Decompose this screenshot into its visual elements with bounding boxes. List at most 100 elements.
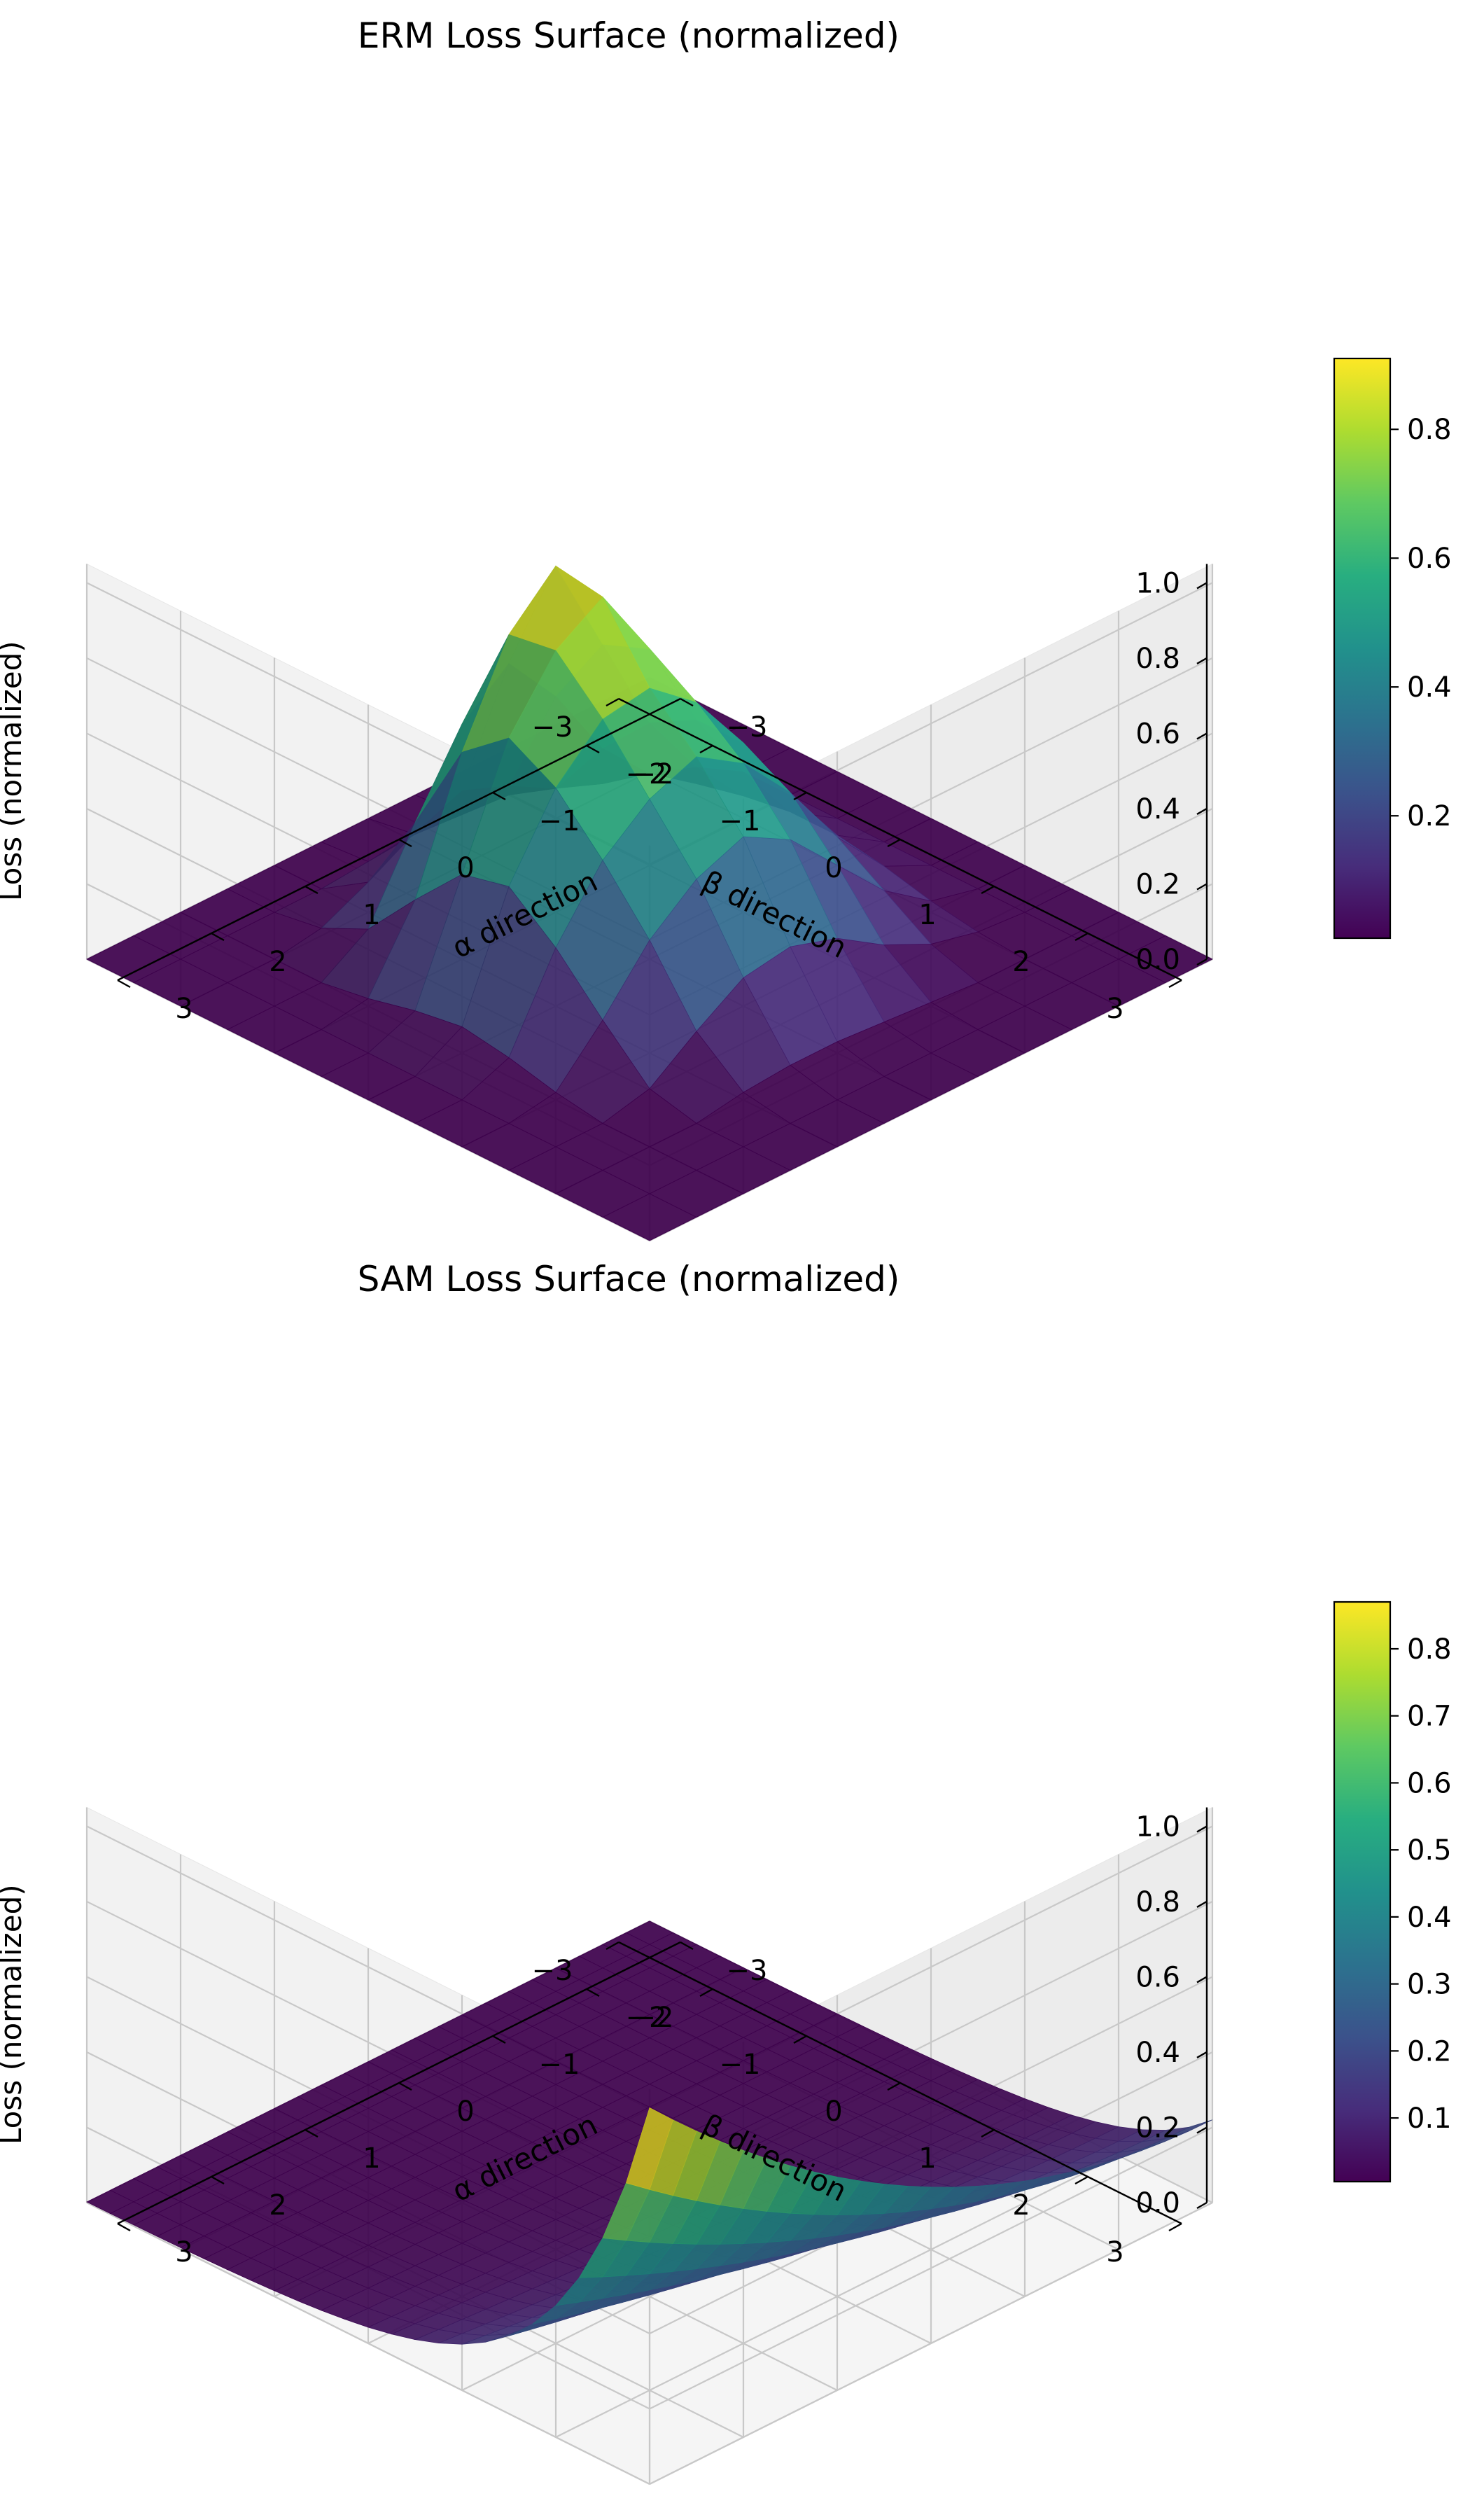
colorbar-tick-label: 0.6 <box>1407 1767 1452 1799</box>
beta-tick-mark <box>981 885 995 895</box>
alpha-tick-mark <box>398 2082 412 2091</box>
sam-surface-plot: 0.00.20.40.60.81.03210−1−2−33210−1−2−3β … <box>0 1601 1452 2485</box>
z-tick-mark <box>1196 2126 1208 2134</box>
colorbar <box>1333 1601 1392 2183</box>
alpha-tick-label: −1 <box>539 2049 580 2081</box>
beta-tick-label: 0 <box>825 852 842 884</box>
beta-tick-label: 1 <box>918 2142 936 2175</box>
z-tick-mark <box>1196 582 1208 590</box>
beta-tick-mark <box>606 697 620 707</box>
beta-tick-mark <box>606 1941 620 1951</box>
alpha-tick-label: −2 <box>633 758 674 790</box>
z-tick-mark <box>1196 883 1208 891</box>
alpha-tick-label: 2 <box>269 946 286 978</box>
chart-title: SAM Loss Surface (normalized) <box>358 1259 900 1299</box>
alpha-tick-label: 1 <box>363 2142 380 2175</box>
grid-line <box>649 2202 1213 2485</box>
beta-tick-label: −2 <box>626 2002 667 2034</box>
alpha-tick-mark <box>304 2128 318 2138</box>
z-tick-label: 0.4 <box>1135 2037 1180 2069</box>
beta-tick-mark <box>1074 932 1088 942</box>
beta-tick-mark <box>1168 979 1182 989</box>
beta-tick-label: 0 <box>825 2096 842 2128</box>
z-tick-mark <box>1196 1976 1208 1983</box>
beta-tick-mark <box>1074 2175 1088 2185</box>
alpha-tick-mark <box>211 932 225 942</box>
alpha-tick-mark <box>117 979 131 989</box>
alpha-tick-label: 3 <box>175 993 192 1025</box>
z-tick-mark <box>1196 958 1208 966</box>
alpha-tick-mark <box>211 2175 225 2185</box>
z-tick-label: 0.6 <box>1135 718 1180 750</box>
beta-tick-label: 3 <box>1106 2236 1124 2268</box>
colorbar <box>1333 357 1392 940</box>
erm-loss-surface-panel: ERM Loss Surface (normalized) 0.0 0.2 0.4 0… <box>0 15 1452 1241</box>
beta-tick-label: −1 <box>720 805 761 837</box>
beta-tick-label: −3 <box>532 1955 573 1987</box>
z-tick-label: 0.0 <box>1135 2187 1180 2219</box>
beta-tick-label: −3 <box>532 711 573 744</box>
alpha-tick-mark <box>586 1988 600 1997</box>
colorbar-tick-label: 0.7 <box>1407 1701 1452 1733</box>
beta-tick-label: 3 <box>1106 993 1124 1025</box>
beta-tick-mark <box>793 791 807 801</box>
z-tick-mark <box>1196 1825 1208 1833</box>
colorbar-tick-label: 0.2 <box>1407 2035 1452 2068</box>
grid-line <box>649 2126 1213 2410</box>
z-tick-label: 0.0 <box>1135 944 1180 976</box>
beta-tick-mark <box>699 1988 713 1997</box>
alpha-tick-mark <box>680 697 694 707</box>
colorbar-tick-label: 0.4 <box>1407 671 1452 704</box>
z-tick-mark <box>1196 807 1208 816</box>
z-tick-label: 0.4 <box>1135 793 1180 825</box>
z-tick-label: 0.2 <box>1135 868 1180 900</box>
alpha-tick-label: −1 <box>539 805 580 837</box>
beta-tick-mark <box>1168 2222 1182 2232</box>
beta-tick-label: 1 <box>918 899 936 931</box>
alpha-tick-mark <box>492 791 506 801</box>
alpha-tick-label: 0 <box>456 2096 474 2128</box>
z-tick-mark <box>1196 2201 1208 2210</box>
z-tick-label: 0.2 <box>1135 2112 1180 2144</box>
alpha-tick-label: −2 <box>633 2002 674 2034</box>
alpha-tick-mark <box>304 885 318 895</box>
alpha-tick-label: 3 <box>175 2236 192 2268</box>
z-tick-mark <box>1196 1900 1208 1908</box>
loss-surface <box>86 565 1213 1241</box>
surface-patch <box>625 2107 673 2190</box>
beta-tick-mark <box>981 2128 995 2138</box>
colorbar-tick-label: 0.8 <box>1407 1633 1452 1666</box>
sam-loss-surface-panel: SAM Loss Surface (normalized) 0.0 0.2 0.4 0… <box>0 1259 1452 2485</box>
beta-tick-mark <box>887 838 901 848</box>
beta-tick-label: 2 <box>1012 2189 1030 2222</box>
erm-surface-plot: 0.00.20.40.60.81.03210−1−2−33210−1−2−3β … <box>0 357 1452 1241</box>
beta-tick-label: 2 <box>1012 946 1030 978</box>
beta-tick-label: −1 <box>720 2049 761 2081</box>
alpha-tick-label: 2 <box>269 2189 286 2222</box>
alpha-tick-label: 1 <box>363 899 380 931</box>
z-tick-label: 1.0 <box>1135 567 1180 599</box>
alpha-tick-label: 0 <box>456 852 474 884</box>
beta-tick-label: −2 <box>626 758 667 790</box>
colorbar-tick-label: 0.6 <box>1407 543 1452 575</box>
alpha-tick-mark <box>680 1941 694 1951</box>
z-tick-mark <box>1196 732 1208 740</box>
chart-title: ERM Loss Surface (normalized) <box>358 15 899 56</box>
colorbar-tick-label: 0.8 <box>1407 414 1452 446</box>
z-tick-label: 0.6 <box>1135 1961 1180 1993</box>
colorbar-tick-label: 0.5 <box>1407 1834 1452 1867</box>
z-tick-label: 0.8 <box>1135 1886 1180 1918</box>
z-tick-label: 1.0 <box>1135 1811 1180 1843</box>
beta-tick-mark <box>699 744 713 754</box>
z-axis-label: Loss (normalized) <box>0 1884 28 2145</box>
z-tick-mark <box>1196 657 1208 664</box>
alpha-tick-mark <box>398 838 412 848</box>
colorbar-tick-label: 0.1 <box>1407 2103 1452 2135</box>
beta-tick-mark <box>887 2082 901 2091</box>
colorbar-tick-label: 0.3 <box>1407 1969 1452 2001</box>
z-axis-label: Loss (normalized) <box>0 641 28 901</box>
grid-line <box>86 2202 650 2485</box>
z-tick-mark <box>1196 2051 1208 2059</box>
colorbar-tick-label: 0.2 <box>1407 800 1452 832</box>
